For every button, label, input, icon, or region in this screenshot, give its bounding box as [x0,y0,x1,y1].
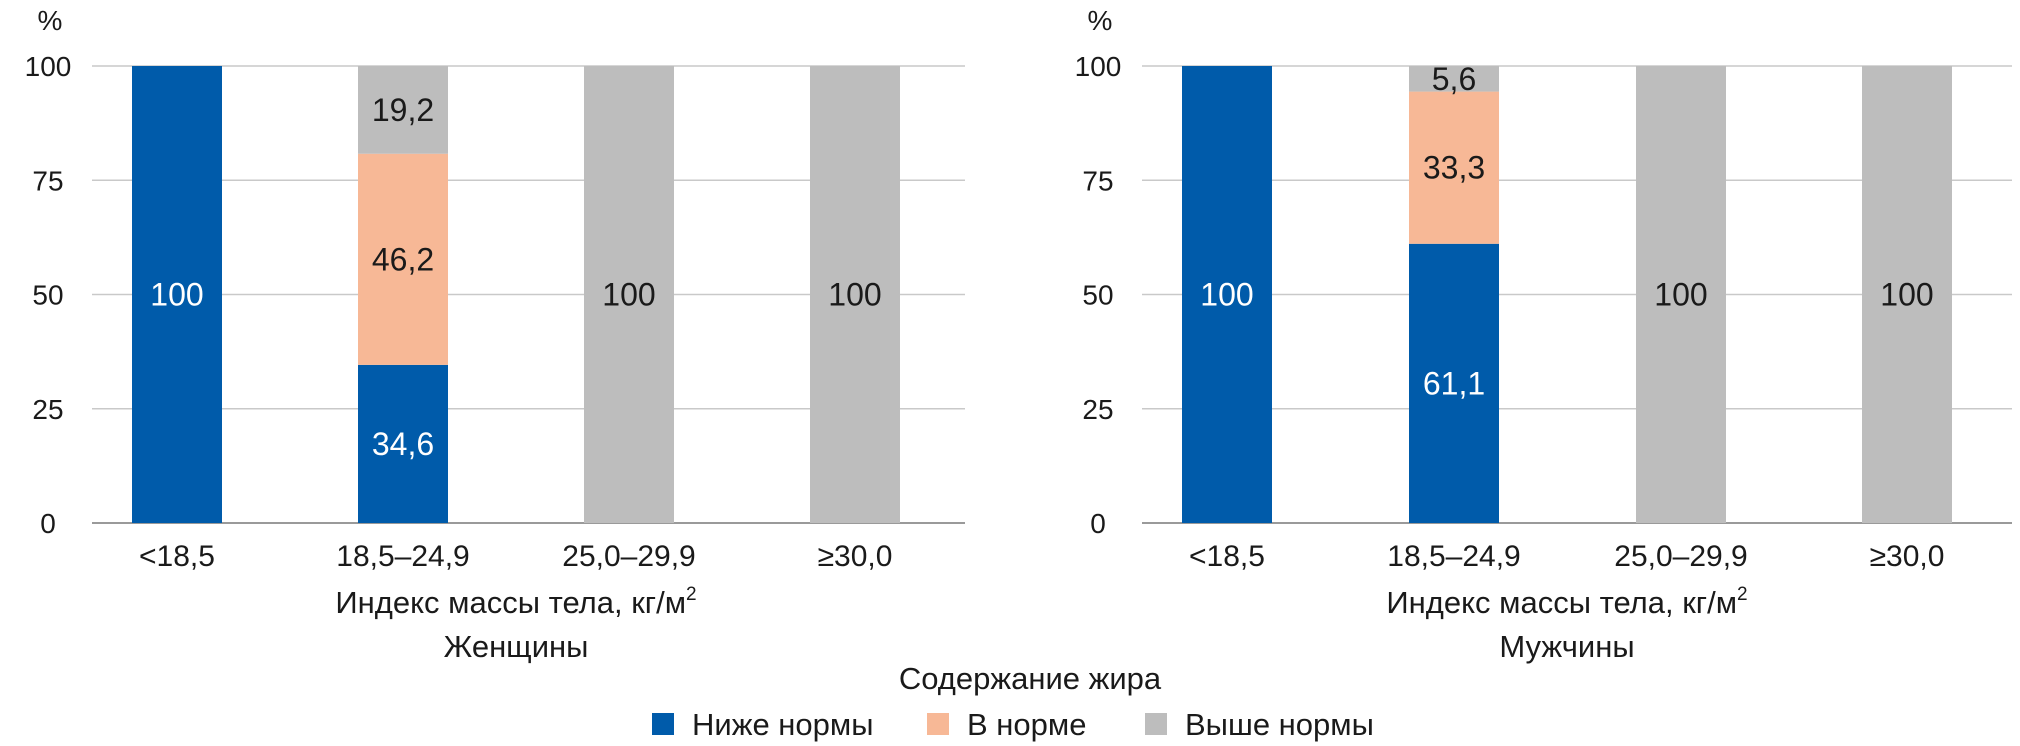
y-tick-label: 25 [1082,394,1113,425]
x-tick-label: 18,5–24,9 [336,540,469,573]
bar-segment [1409,66,1499,92]
legend-items: Ниже нормы В норме Выше нормы [652,707,1374,742]
bar-segment [1636,66,1726,523]
data-label: 33,3 [1423,150,1485,186]
data-label: 100 [150,277,203,313]
panel-subtitle: Мужчины [1499,629,1634,664]
bar-segment [584,66,674,523]
data-label: 34,6 [372,426,434,462]
bar-segment [132,66,222,523]
y-unit-label: % [1088,5,1113,36]
x-tick-label: ≥30,0 [818,540,893,573]
x-tick-label: ≥30,0 [1870,540,1945,573]
y-tick-label: 50 [1082,280,1113,311]
bar-segment [1409,243,1499,523]
legend-label: Выше нормы [1185,707,1374,742]
chart-panel-women: % 0 25 50 75 100 100 <18,5 34,6 46,2 19,2 18,5–24,9… [25,5,965,664]
y-tick-label: 75 [1082,165,1113,196]
bar-segment [358,66,448,154]
bar-segment [1182,66,1272,523]
x-tick-label: 25,0–29,9 [562,540,695,573]
data-label: 100 [602,277,655,313]
data-label: 100 [1200,277,1253,313]
x-axis-label: Индекс массы тела, кг/м2 [1386,584,1747,620]
bar-segment [358,153,448,365]
x-tick-label: <18,5 [1189,540,1265,573]
y-unit-label: % [38,5,63,36]
panel-subtitle: Женщины [444,629,589,664]
data-label: 100 [1880,277,1933,313]
data-label: 46,2 [372,241,434,277]
legend: Содержание жира Ниже нормы В норме Выше но… [652,661,1374,742]
legend-swatch [927,713,949,735]
data-label: 5,6 [1432,61,1476,97]
legend-label: Ниже нормы [692,707,874,742]
y-tick-label: 75 [32,165,63,196]
y-tick-label: 0 [1090,508,1106,539]
data-label: 19,2 [372,92,434,128]
x-tick-label: 25,0–29,9 [1614,540,1747,573]
legend-title: Содержание жира [899,661,1162,696]
bar-segment [1862,66,1952,523]
x-tick-label: <18,5 [139,540,215,573]
chart-panel-men: % 0 25 50 75 100 100 <18,5 61,1 33,3 5,6 18,5–24,9 1… [1075,5,2012,664]
y-tick-label: 25 [32,394,63,425]
y-tick-label: 50 [32,280,63,311]
legend-label: В норме [967,707,1086,742]
x-axis-label: Индекс массы тела, кг/м2 [335,584,696,620]
bar-segment [358,364,448,523]
y-tick-label: 100 [1075,51,1122,82]
y-tick-label: 0 [40,508,56,539]
x-tick-label: 18,5–24,9 [1387,540,1520,573]
bar-segment [810,66,900,523]
y-tick-label: 100 [25,51,72,82]
data-label: 61,1 [1423,365,1485,401]
data-label: 100 [1654,277,1707,313]
data-label: 100 [828,277,881,313]
legend-swatch [652,713,674,735]
bar-segment [1409,91,1499,244]
legend-swatch [1145,713,1167,735]
